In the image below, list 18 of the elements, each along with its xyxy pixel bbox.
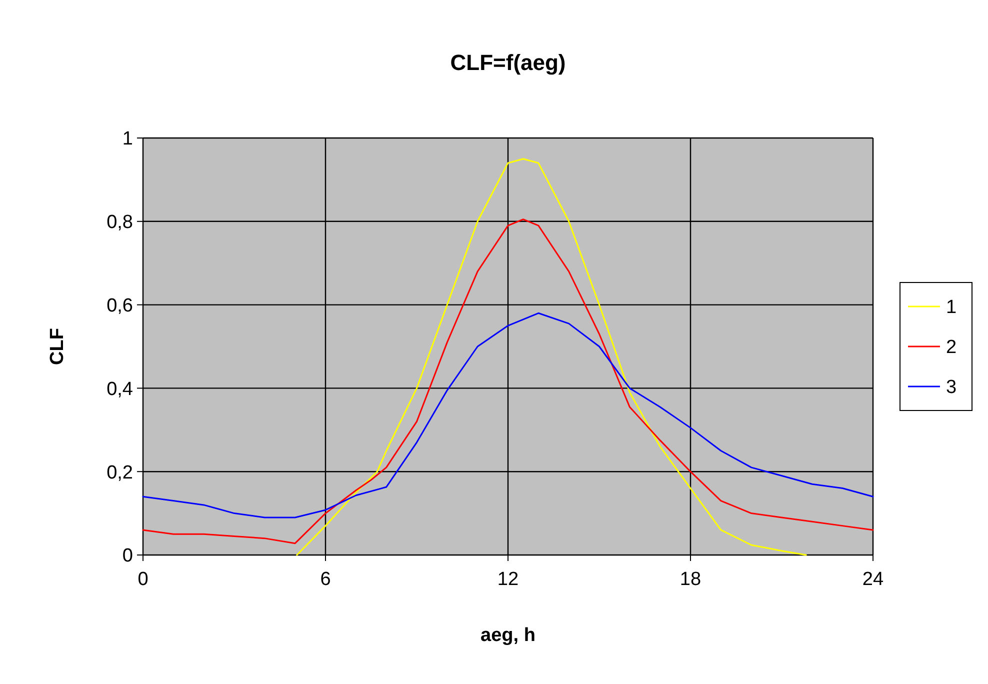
y-tick-label: 0 — [122, 546, 133, 567]
y-tick-label: 0,2 — [106, 462, 133, 484]
y-tick-label: 0,4 — [106, 378, 134, 400]
legend-label: 3 — [946, 377, 957, 398]
x-tick-label: 0 — [138, 569, 148, 590]
legend-label: 1 — [946, 297, 957, 318]
legend-label: 2 — [946, 337, 957, 358]
y-tick-label: 1 — [122, 128, 133, 150]
y-axis-title: CLF — [47, 328, 68, 365]
x-tick-label: 12 — [497, 569, 519, 590]
chart-title: CLF=f(aeg) — [450, 50, 566, 75]
x-tick-label: 18 — [680, 569, 702, 590]
line-series — [296, 158, 807, 556]
x-axis-title: aeg, h — [480, 625, 536, 646]
y-tick-label: 0,8 — [106, 212, 133, 234]
x-tick-label: 6 — [320, 569, 331, 590]
y-tick-label: 0,6 — [106, 295, 133, 316]
x-tick-label: 24 — [862, 569, 884, 590]
